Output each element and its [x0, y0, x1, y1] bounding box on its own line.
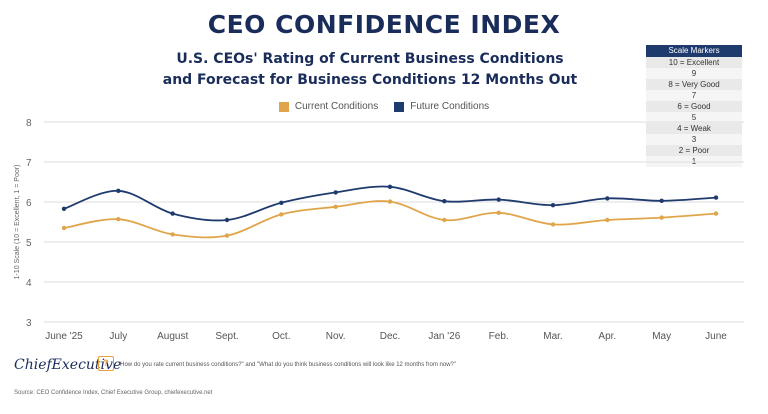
chart-legend: Current Conditions Future Conditions [0, 101, 768, 112]
data-point-current [387, 199, 393, 204]
data-point-future [387, 184, 393, 189]
data-point-future [224, 217, 230, 223]
scale-marker-row: 5 [646, 112, 742, 123]
data-point-current [496, 210, 501, 215]
chart-subtitle-line1: U.S. CEOs' Rating of Current Business Co… [176, 51, 564, 67]
chart-title: CEO CONFIDENCE INDEX [207, 10, 561, 39]
data-point-future [496, 197, 501, 202]
legend-swatch-future [394, 101, 405, 112]
data-point-current [550, 222, 556, 227]
y-tick-label: 4 [26, 278, 32, 289]
series-line-current [63, 200, 717, 239]
data-point-current [170, 232, 175, 237]
x-tick-label: June [705, 331, 727, 342]
scale-marker-row: 10 = Excellent [646, 57, 742, 68]
x-tick-label: June '25 [45, 331, 83, 342]
data-point-current [279, 212, 284, 217]
x-tick-label: Mar. [543, 331, 562, 342]
legend-label-future: Future Conditions [410, 101, 490, 112]
legend-swatch-current [278, 101, 289, 112]
data-point-future [170, 211, 175, 216]
survey-question-text: "How do you rate current business condit… [118, 362, 457, 368]
scale-markers-title: Scale Markers [646, 45, 742, 57]
x-tick-label: Apr. [598, 331, 616, 342]
y-tick-label: 8 [26, 118, 32, 129]
question-bubble-icon: ? [98, 356, 114, 371]
data-point-current [442, 217, 447, 223]
scale-marker-row: 7 [646, 90, 742, 101]
x-tick-label: Sept. [215, 331, 238, 342]
x-tick-label: Dec. [380, 331, 401, 342]
data-point-future [116, 188, 121, 193]
data-point-future [333, 190, 338, 195]
scale-marker-row: 9 [646, 68, 742, 79]
data-point-current [116, 217, 121, 222]
scale-marker-row: 4 = Weak [646, 123, 742, 134]
x-tick-label: Nov. [326, 331, 346, 342]
y-tick-label: 5 [26, 238, 32, 249]
source-note: Source: CEO Confidence Index, Chief Exec… [14, 390, 213, 396]
data-point-current [333, 204, 338, 209]
data-point-future [550, 203, 556, 208]
x-tick-label: May [652, 331, 671, 342]
x-tick-label: Feb. [489, 331, 509, 342]
scale-marker-row: 3 [646, 134, 742, 145]
x-tick-label: Oct. [272, 331, 290, 342]
legend-item-current: Current Conditions [278, 101, 379, 112]
y-tick-label: 7 [26, 158, 32, 169]
y-tick-label: 3 [26, 318, 32, 329]
data-point-current [224, 233, 230, 238]
data-point-future [713, 195, 719, 200]
legend-label-current: Current Conditions [294, 101, 379, 112]
data-point-current [713, 211, 719, 216]
data-point-current [659, 215, 664, 220]
data-point-current [61, 225, 67, 231]
scale-markers-table: Scale Markers 10 = Excellent 9 8 = Very Go… [646, 45, 742, 167]
data-point-future [279, 200, 284, 205]
legend-item-future: Future Conditions [394, 101, 489, 112]
data-point-future [659, 198, 664, 203]
x-tick-label: July [109, 331, 127, 342]
x-tick-label: August [157, 331, 188, 342]
data-point-current [605, 217, 610, 223]
data-point-future [442, 199, 447, 204]
scale-marker-row: 6 = Good [646, 101, 742, 112]
scale-marker-row: 2 = Poor [646, 145, 742, 156]
data-point-future [605, 196, 610, 201]
scale-marker-row: 8 = Very Good [646, 79, 742, 90]
chief-executive-logo: ChiefExecutive [14, 357, 122, 373]
data-point-future [61, 206, 67, 211]
x-tick-label: Jan '26 [428, 331, 460, 342]
chart-subtitle-line2: and Forecast for Business Conditions 12 … [162, 72, 578, 88]
y-tick-label: 6 [26, 198, 32, 209]
y-axis-label: 1-10 Scale (10 = Excellent, 1 = Poor) [14, 165, 21, 280]
